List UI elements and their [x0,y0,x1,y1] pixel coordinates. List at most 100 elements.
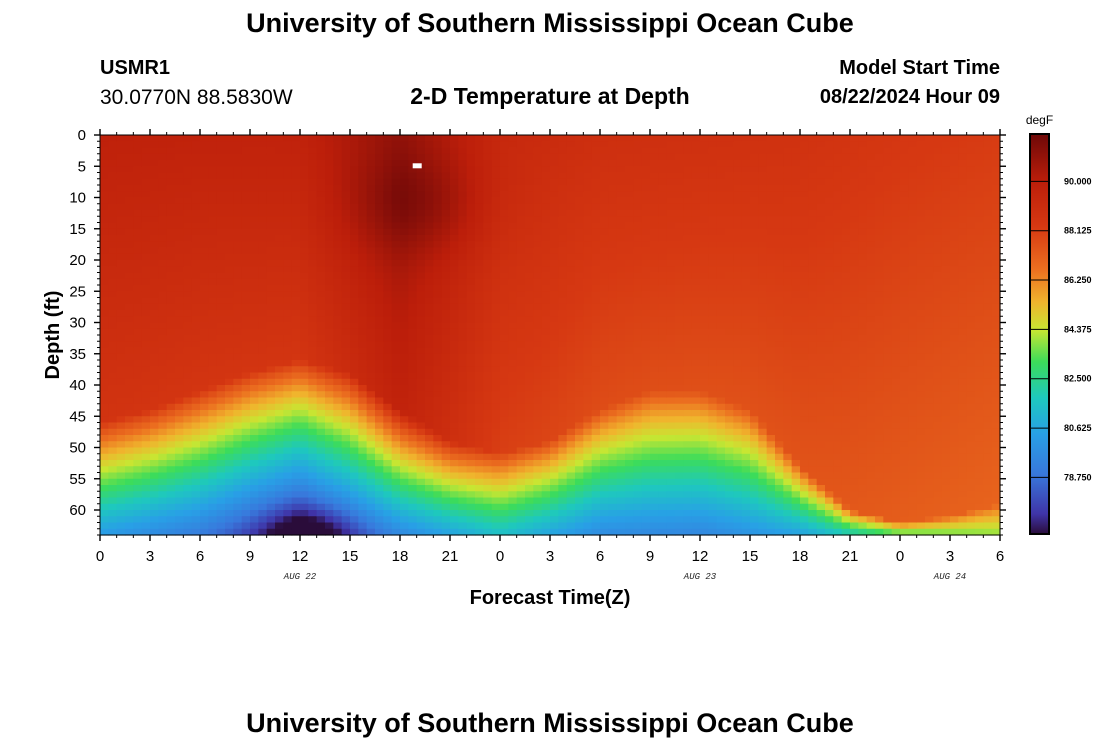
heatmap-cell [383,266,393,274]
heatmap-cell [258,360,268,367]
heatmap-cell [408,166,418,174]
heatmap-cell [358,478,368,486]
heatmap-cell [300,378,309,386]
heatmap-cell [691,310,701,317]
heatmap-cell [225,203,234,211]
heatmap-cell [550,241,559,249]
heatmap-cell [466,466,476,474]
heatmap-cell [508,385,518,392]
heatmap-cell [341,303,351,311]
heatmap-cell [475,303,484,311]
heatmap-cell [725,172,734,180]
heatmap-cell [366,153,376,161]
heatmap-cell [741,185,751,192]
heatmap-cell [191,228,201,236]
heatmap-cell [450,410,459,417]
heatmap-cell [550,435,559,442]
heatmap-cell [141,428,151,436]
heatmap-cell [400,272,409,280]
heatmap-cell [633,516,643,524]
heatmap-cell [400,472,409,480]
heatmap-cell [666,153,676,161]
heatmap-cell [100,460,109,467]
heatmap-cell [391,172,401,180]
heatmap-cell [150,322,159,330]
heatmap-cell [533,460,543,467]
heatmap-cell [341,285,351,292]
heatmap-cell [225,135,234,142]
heatmap-cell [683,447,693,455]
heatmap-cell [108,372,118,380]
heatmap-cell [166,410,176,417]
heatmap-cell [408,466,418,474]
heatmap-cell [100,310,109,317]
heatmap-cell [608,385,618,392]
heatmap-cell [650,241,659,249]
heatmap-cell [683,141,693,149]
heatmap-cell [741,291,751,299]
heatmap-cell [741,353,751,361]
heatmap-cell [483,185,493,192]
heatmap-cell [716,397,726,405]
heatmap-cell [583,210,593,217]
heatmap-cell [516,203,526,211]
heatmap-cell [691,485,701,492]
heatmap-cell [316,397,326,405]
heatmap-cell [116,435,126,442]
heatmap-cell [166,297,176,305]
heatmap-cell [250,385,259,392]
heatmap-cell [333,491,343,499]
heatmap-cell [425,403,434,411]
heatmap-cell [341,435,351,442]
heatmap-cell [500,335,509,342]
heatmap-cell [741,497,751,505]
heatmap-cell [391,347,401,355]
heatmap-cell [400,260,409,267]
heatmap-cell [608,528,618,536]
heatmap-cell [466,228,476,236]
heatmap-cell [625,153,634,161]
heatmap-cell [450,253,459,261]
heatmap-cell [366,310,376,317]
heatmap-cell [133,410,143,417]
heatmap-cell [533,260,543,267]
heatmap-cell [108,497,118,505]
heatmap-cell [641,166,651,174]
heatmap-cell [666,285,676,292]
heatmap-cell [575,185,584,192]
heatmap-cell [441,516,451,524]
heatmap-cell [500,160,509,167]
heatmap-cell [433,210,443,217]
heatmap-cell [558,460,568,467]
heatmap-cell [150,285,159,292]
heatmap-cell [175,435,184,442]
heatmap-cell [475,372,484,380]
heatmap-cell [375,366,384,374]
heatmap-cell [291,222,301,230]
heatmap-cell [266,335,276,342]
heatmap-cell [683,510,693,517]
heatmap-cell [166,328,176,336]
heatmap-cell [675,335,684,342]
heatmap-cell [100,416,109,424]
heatmap-cell [450,485,459,492]
heatmap-cell [475,147,484,155]
model-start-value: 08/22/2024 Hour 09 [819,86,1000,108]
heatmap-cell [683,172,693,180]
heatmap-cell [683,297,693,305]
heatmap-cell [450,147,459,155]
heatmap-cell [300,185,309,192]
heatmap-cell [433,528,443,536]
heatmap-cell [341,353,351,361]
heatmap-cell [733,441,743,449]
heatmap-cell [508,366,518,374]
heatmap-cell [450,278,459,286]
heatmap-cell [266,453,276,461]
heatmap-cell [608,503,618,511]
heatmap-cell [508,410,518,417]
heatmap-cell [700,353,709,361]
heatmap-cell [333,216,343,224]
heatmap-cell [491,353,501,361]
heatmap-cell [441,478,451,486]
heatmap-cell [483,210,493,217]
